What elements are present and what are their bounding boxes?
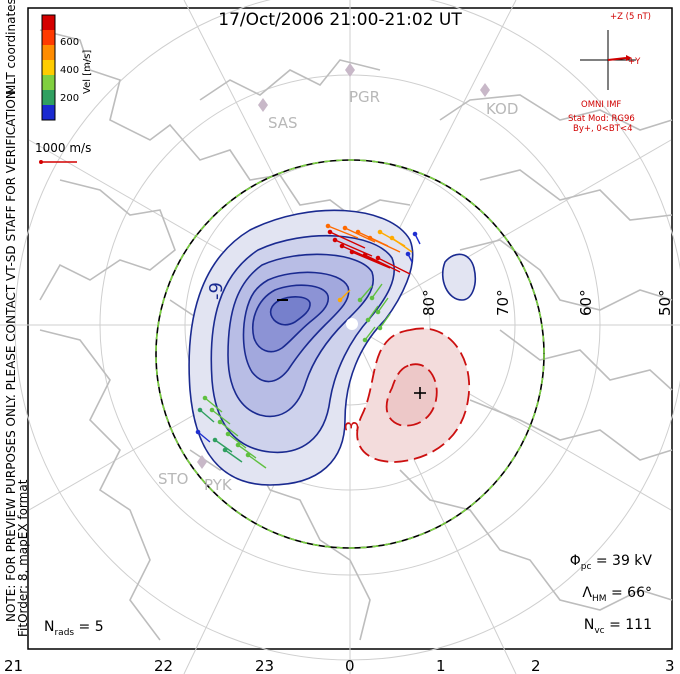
small-neg-cell bbox=[441, 253, 477, 301]
stat-lambda-hm: ΛHM = 66° bbox=[582, 585, 652, 604]
map-title: 17/Oct/2006 21:00-21:02 UT bbox=[218, 10, 462, 30]
mlt-tick-3: 3 bbox=[665, 657, 675, 674]
mlt-tick-21: 21 bbox=[4, 657, 24, 674]
imf-clock bbox=[580, 30, 636, 90]
mlt-tick-1: 1 bbox=[436, 657, 446, 674]
mlt-tick-23: 23 bbox=[255, 657, 275, 674]
stat-n-vc: Nvc = 111 bbox=[583, 617, 652, 636]
coastlines bbox=[39, 29, 673, 641]
contour-label-neg: -9 bbox=[206, 282, 227, 300]
vector-scale-arrow bbox=[39, 160, 77, 164]
imf-source: OMNI IMF bbox=[581, 100, 622, 110]
station-marker-sas bbox=[258, 98, 268, 112]
station-marker-sto bbox=[197, 455, 207, 469]
station-markers bbox=[197, 63, 490, 469]
vector-scale-label: 1000 m/s bbox=[35, 141, 92, 155]
contour-label-pos: 3 bbox=[342, 420, 363, 432]
dusk-cell bbox=[188, 209, 414, 486]
lat-label-80: 80° bbox=[420, 289, 438, 316]
stat-n-rads: Nrads = 5 bbox=[44, 619, 104, 638]
fit-order-label: FitOrder: 8, mapEX format bbox=[16, 479, 30, 637]
lat-label-70: 70° bbox=[494, 289, 512, 316]
imf-z-label: +Z (5 nT) bbox=[610, 12, 651, 22]
imf-y-label: +Y bbox=[628, 57, 641, 67]
dawn-cell bbox=[356, 327, 470, 463]
imf-condition: By+, 0<BT<4 bbox=[573, 124, 633, 134]
mlt-tick-0: 0 bbox=[345, 657, 355, 674]
mlt-tick-2: 2 bbox=[531, 657, 541, 674]
lat-label-50: 50° bbox=[656, 289, 674, 316]
hm-boundary-dash bbox=[155, 159, 545, 549]
station-sas: SAS bbox=[268, 114, 298, 132]
imf-model: Stat Mod: RG96 bbox=[568, 114, 635, 124]
station-marker-pgr bbox=[345, 63, 355, 77]
lat-label-60: 60° bbox=[577, 289, 595, 316]
coordinate-system-label: MLT coordinates bbox=[4, 0, 18, 95]
station-marker-kod bbox=[480, 83, 490, 97]
pole-marker bbox=[346, 318, 358, 330]
colorbar-tick-400: 400 bbox=[60, 65, 80, 76]
station-pgr: PGR bbox=[349, 88, 381, 106]
colorbar-label: Vel [m/s] bbox=[82, 49, 93, 94]
stat-phi-pc: Φpc = 39 kV bbox=[569, 553, 652, 572]
station-sto: STO bbox=[158, 470, 189, 488]
velocity-colorbar bbox=[41, 14, 56, 121]
station-pyk: PYK bbox=[204, 476, 232, 494]
velocity-vectors bbox=[195, 223, 421, 469]
colorbar-tick-200: 200 bbox=[60, 93, 80, 104]
colorbar-tick-600: 600 bbox=[60, 37, 80, 48]
station-kod: KOD bbox=[486, 100, 519, 118]
mlt-tick-22: 22 bbox=[154, 657, 174, 674]
potential-extrema bbox=[277, 299, 426, 399]
